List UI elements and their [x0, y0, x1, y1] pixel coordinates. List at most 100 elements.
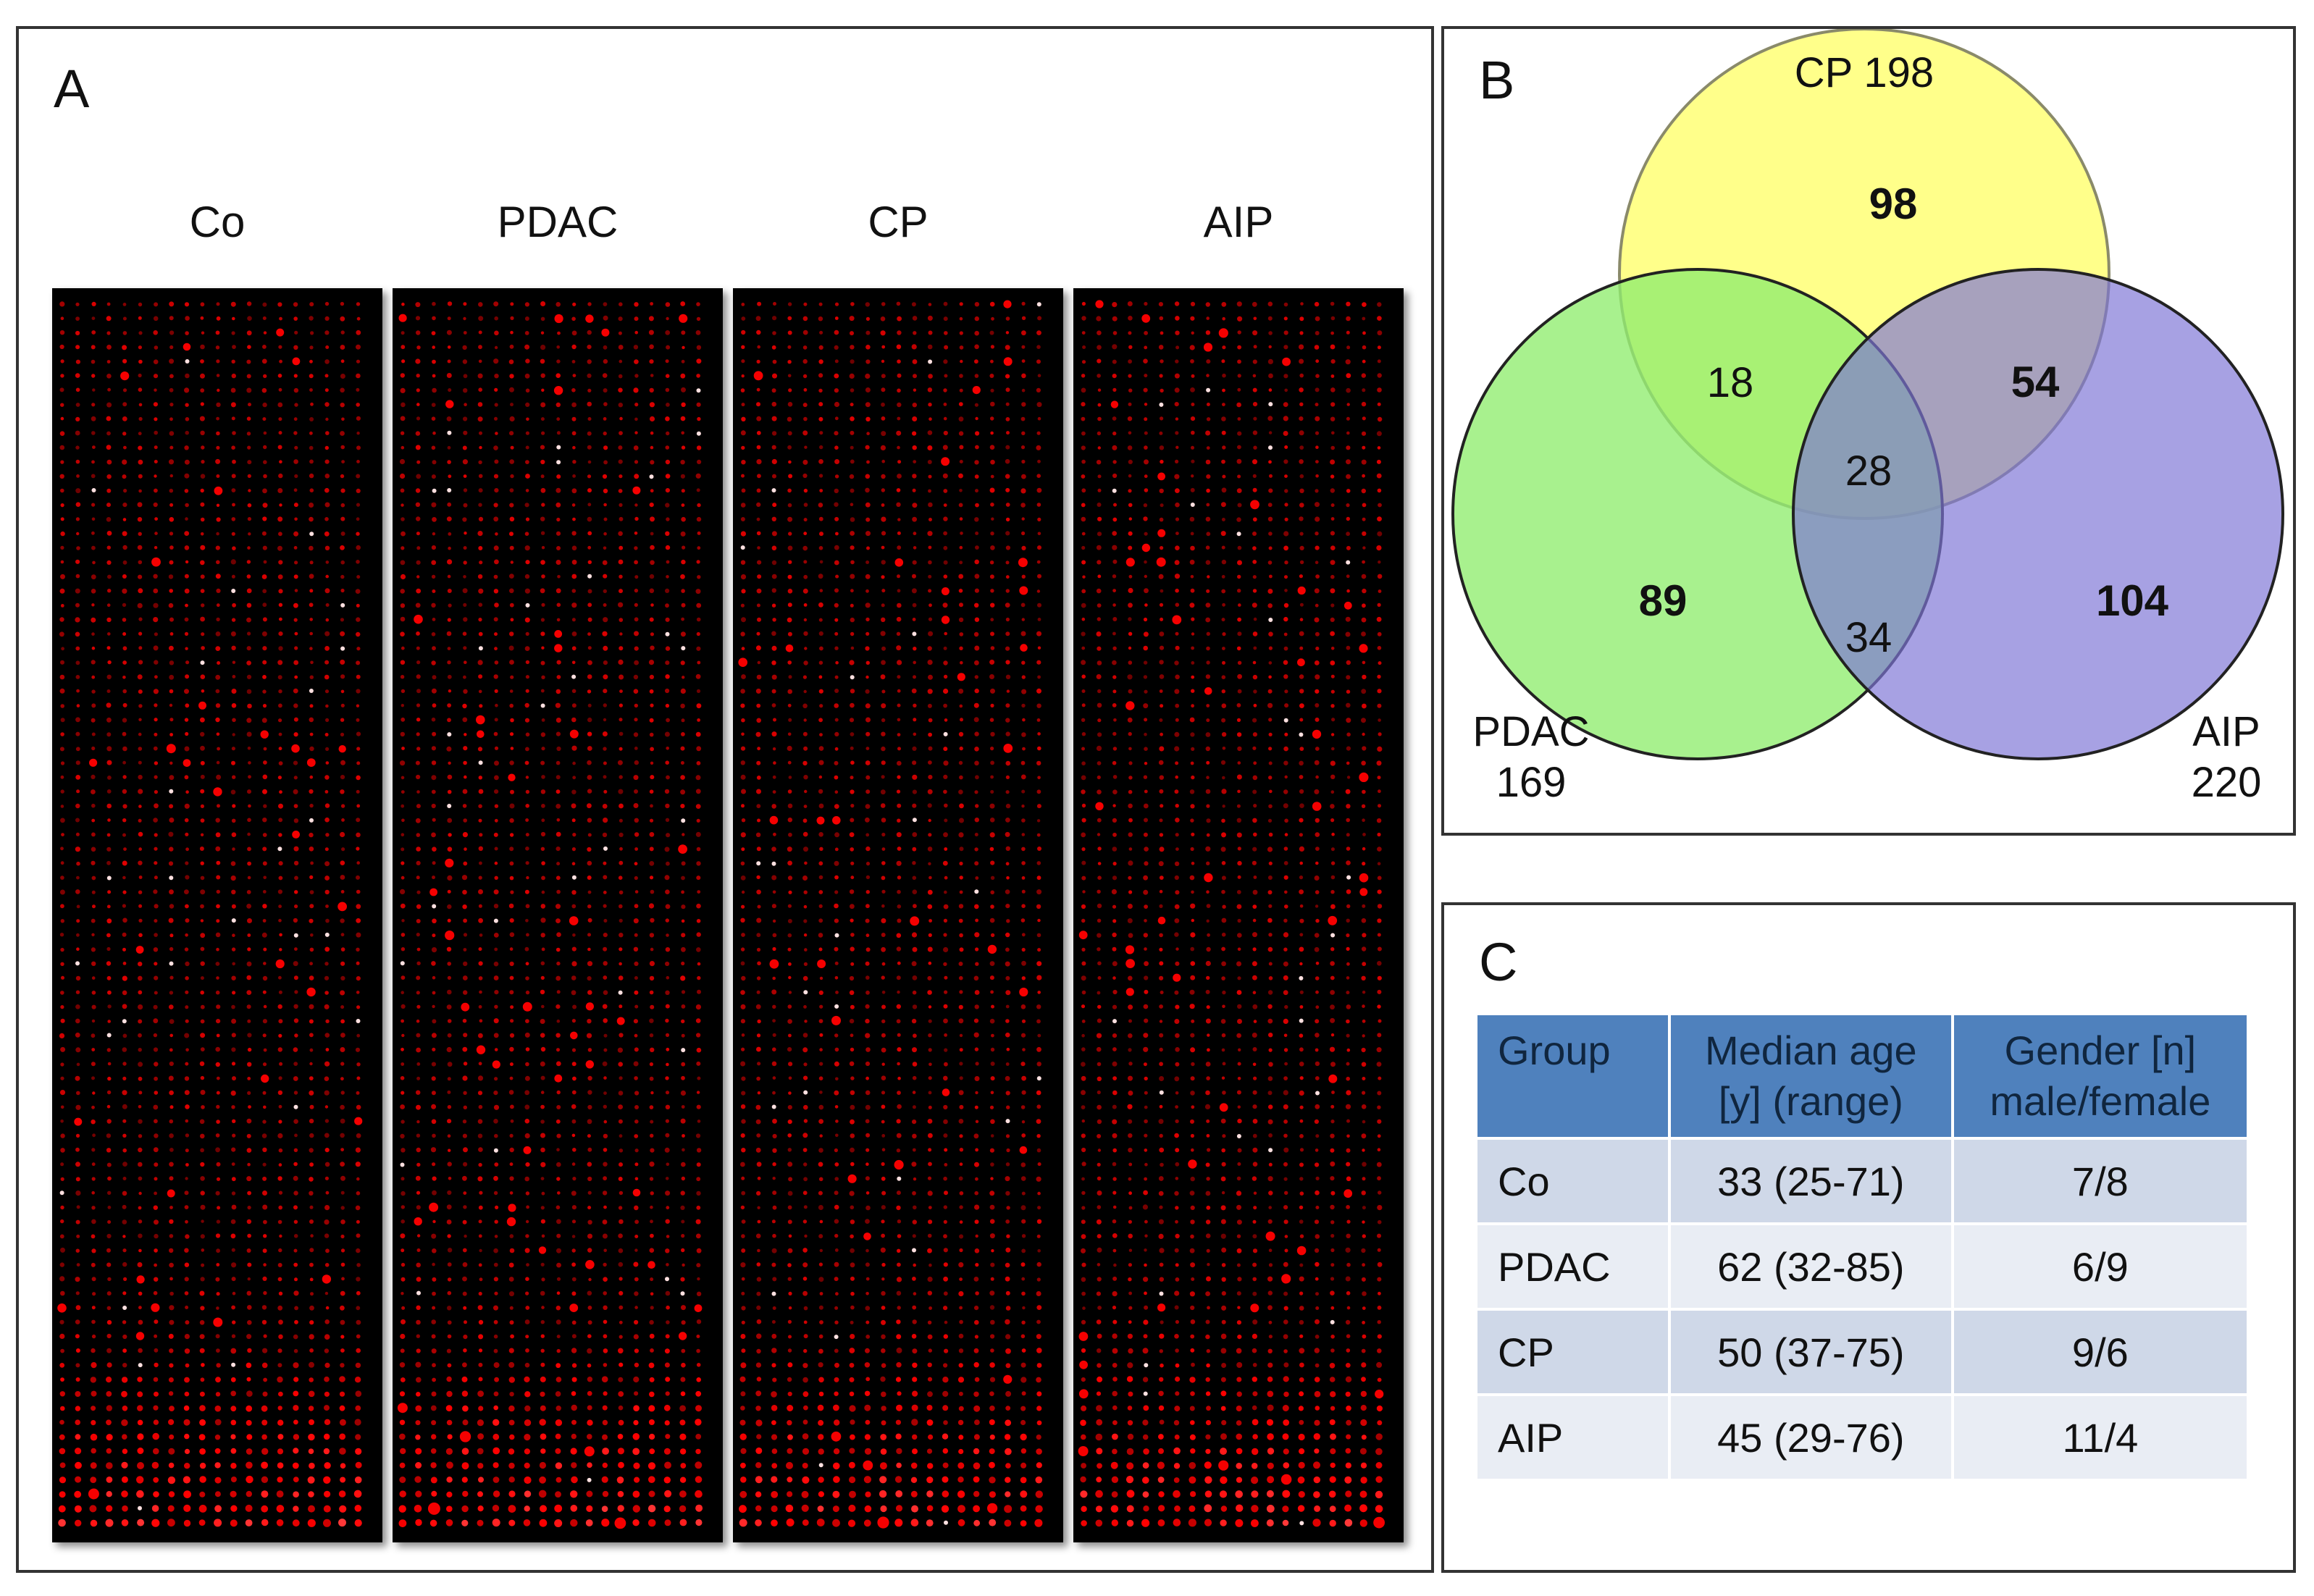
array-spot [91, 1048, 96, 1051]
array-spot [135, 946, 144, 954]
array-spot [741, 890, 745, 894]
array-spot [263, 760, 267, 765]
array-spot [850, 488, 855, 493]
array-spot [912, 431, 917, 436]
array-spot [757, 818, 760, 823]
array-spot [74, 1117, 83, 1126]
array-spot [59, 617, 64, 622]
array-spot [447, 847, 453, 852]
array-spot [756, 329, 761, 335]
array-spot [75, 373, 80, 378]
array-spot [200, 344, 205, 350]
array-spot [230, 861, 236, 866]
array-spot [122, 1448, 128, 1454]
array-spot [849, 1363, 855, 1368]
array-spot [294, 1319, 298, 1324]
array-spot [200, 1075, 205, 1080]
array-spot [756, 502, 761, 507]
array-spot [896, 1133, 902, 1138]
array-spot [897, 747, 901, 751]
array-spot [494, 1377, 499, 1382]
array-spot [540, 1433, 547, 1440]
array-spot [649, 732, 654, 737]
array-spot [943, 918, 947, 923]
array-spot [309, 302, 314, 307]
array-spot [912, 832, 918, 837]
array-spot [154, 1119, 158, 1124]
array-spot [508, 1419, 515, 1426]
array-spot [618, 445, 623, 450]
array-spot [618, 875, 623, 880]
array-spot [261, 358, 267, 364]
array-spot [818, 574, 823, 579]
array-spot [309, 1205, 314, 1209]
array-spot [649, 674, 654, 680]
array-spot [756, 1076, 760, 1081]
array-spot [927, 660, 933, 665]
array-spot [184, 1391, 190, 1397]
array-spot [478, 345, 482, 350]
array-spot [231, 760, 235, 765]
array-spot [462, 459, 468, 465]
array-spot [76, 789, 80, 794]
array-spot [276, 1490, 284, 1498]
array-spot [309, 1148, 314, 1153]
array-spot [200, 488, 204, 493]
array-spot [91, 732, 96, 736]
array-spot [261, 1461, 268, 1469]
array-spot [200, 1204, 206, 1210]
array-spot [1021, 789, 1026, 794]
array-spot [865, 602, 871, 608]
array-spot [571, 316, 576, 322]
array-spot [696, 903, 701, 909]
array-spot [279, 503, 282, 507]
array-spot [106, 617, 112, 623]
array-spot [278, 1019, 283, 1024]
array-spot [771, 1348, 777, 1353]
array-spot [123, 489, 127, 493]
array-spot [106, 1391, 112, 1397]
array-spot [106, 345, 112, 350]
array-spot [169, 417, 173, 421]
array-spot [897, 460, 902, 464]
array-spot [356, 603, 360, 608]
array-spot [184, 1277, 189, 1282]
array-spot [818, 546, 823, 550]
array-spot [1021, 330, 1026, 336]
array-spot [401, 402, 406, 408]
array-spot [278, 703, 282, 708]
array-spot [416, 1262, 421, 1268]
array-spot [169, 387, 174, 392]
array-spot [912, 1047, 917, 1053]
array-spot [447, 445, 451, 450]
array-spot [185, 1163, 189, 1167]
array-spot [169, 589, 173, 593]
array-spot [325, 761, 330, 765]
array-spot [634, 1105, 639, 1109]
array-spot [540, 1091, 545, 1094]
array-spot [154, 975, 159, 980]
array-spot [974, 602, 979, 608]
array-spot [943, 1119, 948, 1125]
array-spot [1036, 1062, 1041, 1067]
array-spot [169, 301, 175, 307]
array-spot [944, 631, 947, 636]
array-spot [106, 545, 111, 550]
array-spot [138, 1019, 143, 1024]
array-spot [261, 1505, 269, 1513]
array-spot [340, 359, 345, 364]
array-spot [556, 847, 561, 852]
array-spot [432, 460, 437, 465]
array-spot [277, 1448, 284, 1455]
array-spot [463, 416, 468, 421]
array-spot [787, 818, 792, 823]
array-spot [603, 1305, 608, 1311]
array-spot [849, 1061, 855, 1067]
array-spot [199, 1348, 205, 1353]
array-spot [756, 804, 761, 809]
array-spot [185, 1177, 188, 1180]
array-spot [740, 503, 746, 508]
array-spot [75, 1319, 80, 1324]
array-spot [356, 302, 361, 306]
array-spot [416, 833, 421, 837]
